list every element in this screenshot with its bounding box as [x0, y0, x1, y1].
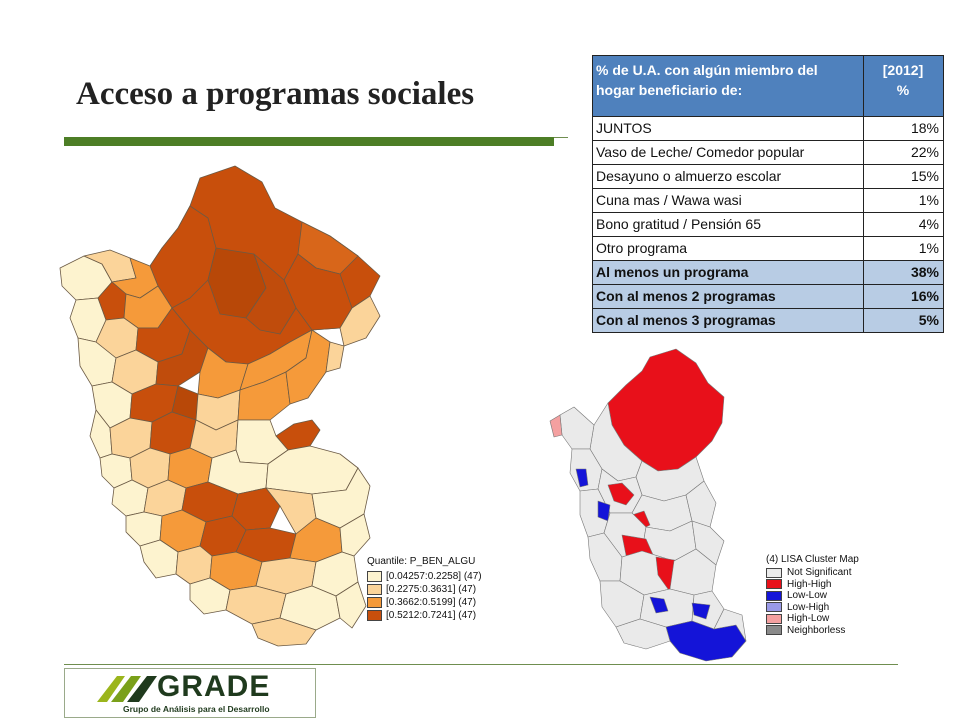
lisa-legend: (4) LISA Cluster Map Not Significant Hig… [766, 554, 859, 636]
legend-swatch [367, 584, 382, 595]
legend-label: Neighborless [787, 624, 846, 636]
legend-entry: High-High [766, 579, 859, 591]
legend-label: [0.2275:0.3631] (47) [386, 584, 477, 595]
map-region [615, 618, 671, 650]
table-row: JUNTOS 18% [592, 116, 944, 141]
legend-entry: [0.5212:0.7241] (47) [367, 609, 482, 622]
map-region [575, 468, 589, 488]
legend-swatch [766, 590, 782, 601]
legend-label: Low-Low [787, 590, 828, 602]
legend-label: Low-High [787, 601, 830, 613]
legend-entry: [0.04257:0.2258] (47) [367, 570, 482, 583]
legend-label: High-Low [787, 613, 830, 625]
map-region [559, 406, 595, 450]
map-region [335, 581, 367, 629]
row-value: 1% [863, 188, 944, 213]
table-row: Vaso de Leche/ Comedor popular 22% [592, 140, 944, 165]
legend-swatch [766, 567, 782, 578]
row-value: 18% [863, 116, 944, 141]
quantile-legend: Quantile: P_BEN_ALGU [0.04257:0.2258] (4… [367, 556, 482, 622]
row-value: 15% [863, 164, 944, 189]
quantile-legend-title: Quantile: P_BEN_ALGU [367, 556, 476, 567]
legend-entry: [0.2275:0.3631] (47) [367, 583, 482, 596]
table-summary-row: Con al menos 2 programas 16% [592, 284, 944, 309]
map-region [549, 414, 563, 438]
table-header-year: [2012] % [863, 55, 944, 117]
row-label: Desayuno o almuerzo escolar [592, 164, 864, 189]
row-label: Con al menos 2 programas [592, 284, 864, 309]
social-programs-table: % de U.A. con algún miembro del hogar be… [592, 55, 944, 333]
legend-label: High-High [787, 578, 832, 590]
title-underline-line [554, 137, 568, 138]
map-region [665, 620, 747, 662]
legend-entry: Neighborless [766, 625, 859, 637]
row-label: Vaso de Leche/ Comedor popular [592, 140, 864, 165]
map-region [175, 545, 213, 585]
map-region [607, 482, 635, 506]
map-region [245, 253, 297, 335]
grade-logo-subtitle: Grupo de Análisis para el Desarrollo [123, 704, 270, 714]
map-region [325, 341, 345, 373]
grade-logo: GRADE Grupo de Análisis para el Desarrol… [64, 668, 316, 718]
legend-entry: High-Low [766, 613, 859, 625]
legend-entry: Low-High [766, 602, 859, 614]
legend-swatch [367, 597, 382, 608]
legend-swatch [766, 602, 782, 613]
table-row: Bono gratitud / Pensión 65 4% [592, 212, 944, 237]
table-header-label: % de U.A. con algún miembro del hogar be… [592, 55, 864, 117]
table-summary-row: Al menos un programa 38% [592, 260, 944, 285]
map-region [251, 617, 317, 647]
grade-logo-mark-icon [97, 676, 157, 702]
row-value: 16% [863, 284, 944, 309]
legend-swatch [766, 613, 782, 624]
header-year-text: [2012] [882, 62, 924, 78]
legend-swatch [367, 610, 382, 621]
row-label: Con al menos 3 programas [592, 308, 864, 333]
lisa-legend-title: (4) LISA Cluster Map [766, 554, 859, 565]
table-row: Otro programa 1% [592, 236, 944, 261]
legend-entry: [0.3662:0.5199] (47) [367, 596, 482, 609]
row-label: Al menos un programa [592, 260, 864, 285]
legend-label: [0.3662:0.5199] (47) [386, 597, 477, 608]
table-row: Desayuno o almuerzo escolar 15% [592, 164, 944, 189]
legend-swatch [766, 579, 782, 590]
header-pct-text: % [896, 82, 910, 98]
row-value: 4% [863, 212, 944, 237]
legend-entry: Low-Low [766, 590, 859, 602]
map-region [339, 513, 371, 557]
map-region [713, 608, 747, 642]
legend-swatch [766, 625, 782, 636]
legend-swatch [367, 571, 382, 582]
row-label: Cuna mas / Wawa wasi [592, 188, 864, 213]
table-summary-row: Con al menos 3 programas 5% [592, 308, 944, 333]
map-region [649, 596, 669, 614]
row-value: 1% [863, 236, 944, 261]
footer-divider [64, 664, 898, 665]
slide-title: Acceso a programas sociales [76, 76, 475, 112]
row-value: 22% [863, 140, 944, 165]
map-region [691, 520, 725, 566]
legend-label: [0.5212:0.7241] (47) [386, 610, 477, 621]
legend-label: Not Significant [787, 567, 852, 579]
legend-entry: Not Significant [766, 567, 859, 579]
row-label: Otro programa [592, 236, 864, 261]
row-label: Bono gratitud / Pensión 65 [592, 212, 864, 237]
lisa-cluster-map [549, 348, 747, 662]
table-header-row: % de U.A. con algún miembro del hogar be… [592, 55, 944, 117]
grade-logo-name: GRADE [157, 670, 271, 703]
legend-label: [0.04257:0.2258] (47) [386, 571, 482, 582]
row-label: JUNTOS [592, 116, 864, 141]
map-region [691, 602, 711, 620]
quantile-choropleth-map [59, 165, 381, 647]
row-value: 5% [863, 308, 944, 333]
table-row: Cuna mas / Wawa wasi 1% [592, 188, 944, 213]
map-region [685, 480, 717, 528]
title-underline-bar [64, 137, 554, 146]
row-value: 38% [863, 260, 944, 285]
